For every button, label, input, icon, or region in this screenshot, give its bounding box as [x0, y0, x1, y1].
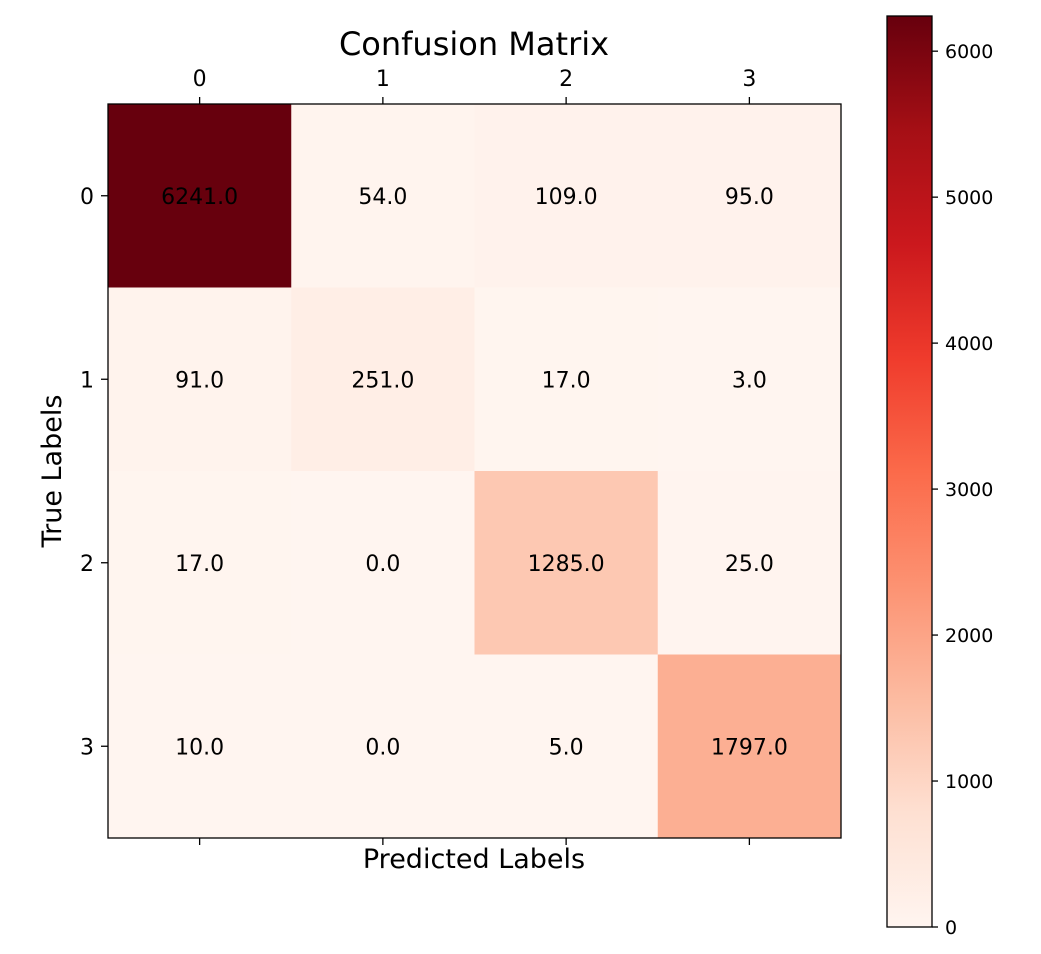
colorbar-ticks: 0 1000 2000 3000 4000 5000 6000: [932, 41, 993, 939]
colorbar-tick-label-4: 4000: [945, 333, 993, 355]
cell-value-label-r1-c2: 17.0: [542, 368, 591, 393]
y-axis-ticks: 0 1 2 3: [80, 185, 108, 760]
heatmap-cells: [108, 104, 842, 839]
heatmap-cell-r1-c1: [291, 287, 475, 472]
cell-value-label-r2-c1: 0.0: [365, 552, 400, 577]
colorbar: 0 1000 2000 3000 4000 5000 6000: [886, 15, 993, 939]
chart-title: Confusion Matrix: [339, 25, 609, 63]
cell-value-label-r3-c1: 0.0: [365, 735, 400, 760]
heatmap-cell-r2-c0: [108, 471, 292, 655]
cell-value-label-r0-c0: 6241.0: [161, 185, 238, 210]
cell-value-label-r1-c1: 251.0: [351, 368, 414, 393]
cell-value-label-r1-c3: 3.0: [732, 368, 767, 393]
heatmap-cell-r3-c2: [474, 654, 659, 839]
plot-frame: [107, 103, 842, 839]
heatmap-cell-r3-c3: [657, 654, 842, 839]
cell-value-label-r0-c2: 109.0: [535, 185, 598, 210]
cell-value-label-r2-c0: 17.0: [175, 552, 224, 577]
y-tick-label-0: 0: [80, 185, 94, 210]
colorbar-tick-label-5: 5000: [945, 187, 993, 209]
y-tick-label-3: 3: [80, 735, 94, 760]
heatmap-cell-r1-c0: [108, 287, 292, 472]
cell-value-labels: 6241.0 54.0 109.0 95.0 91.0 251.0 17.0 3.0 17.0 0…: [161, 185, 788, 761]
heatmap-cell-r2-c1: [291, 471, 475, 655]
heatmap-cell-r0-c0: [108, 104, 292, 288]
heatmap-cell-r0-c3: [657, 104, 842, 288]
y-axis-label: True Labels: [37, 395, 68, 549]
cell-value-label-r3-c2: 5.0: [549, 735, 584, 760]
heatmap-cell-r1-c3: [657, 287, 842, 472]
cell-value-label-r3-c3: 1797.0: [711, 735, 788, 760]
heatmap-cell-r0-c2: [474, 104, 659, 288]
heatmap-cell-r2-c2: [474, 471, 659, 655]
cell-value-label-r2-c2: 1285.0: [528, 552, 605, 577]
colorbar-tick-label-2: 2000: [945, 625, 993, 647]
y-tick-label-1: 1: [80, 368, 94, 393]
colorbar-tick-label-6: 6000: [945, 41, 993, 63]
colorbar-gradient: [887, 16, 932, 927]
cell-value-label-r1-c0: 91.0: [175, 368, 224, 393]
heatmap-cell-r2-c3: [657, 471, 842, 655]
cell-value-label-r0-c3: 95.0: [725, 185, 774, 210]
x-tick-label-1: 1: [376, 67, 390, 92]
cell-value-label-r2-c3: 25.0: [725, 552, 774, 577]
x-axis-ticks: 0 1 2 3: [193, 67, 756, 845]
heatmap-cell-r1-c2: [474, 287, 659, 472]
y-tick-label-2: 2: [80, 552, 94, 577]
heatmap-cell-r0-c1: [291, 104, 475, 288]
cell-value-label-r3-c0: 10.0: [175, 735, 224, 760]
colorbar-tick-label-1: 1000: [945, 771, 993, 793]
x-axis-label: Predicted Labels: [363, 844, 585, 875]
colorbar-tick-label-3: 3000: [945, 479, 993, 501]
x-tick-label-3: 3: [742, 67, 756, 92]
colorbar-frame: [886, 15, 933, 928]
x-tick-label-2: 2: [559, 67, 573, 92]
x-tick-label-0: 0: [193, 67, 207, 92]
heatmap-cell-r3-c1: [291, 654, 475, 839]
colorbar-tick-label-0: 0: [945, 917, 957, 939]
heatmap-cell-r3-c0: [108, 654, 292, 839]
cell-value-label-r0-c1: 54.0: [358, 185, 407, 210]
